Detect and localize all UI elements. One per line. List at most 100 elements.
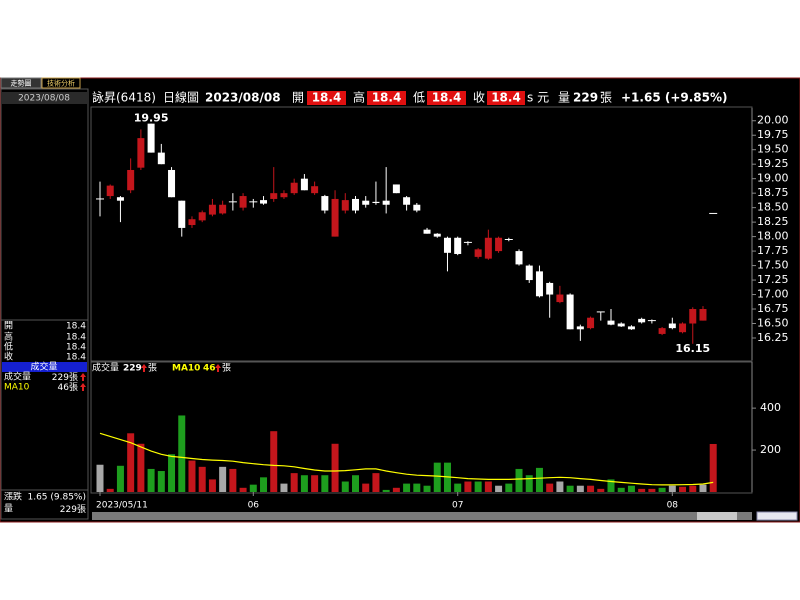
unit: 張 <box>69 382 78 393</box>
candle-body <box>260 200 268 204</box>
volume-bar <box>239 487 247 492</box>
volume-bar <box>668 485 676 492</box>
volume-bar <box>576 485 584 492</box>
volume-bar <box>658 487 666 492</box>
y-tick-label: 16.75 <box>757 302 789 315</box>
side-value: 229張 <box>52 372 78 383</box>
volume-bar <box>515 468 523 492</box>
side-value: 1.65 (9.85%) <box>27 493 86 503</box>
side-value: 46張 <box>58 382 78 393</box>
scrollbar[interactable] <box>92 512 752 520</box>
candle-body <box>311 186 319 194</box>
volume-bar <box>464 481 472 492</box>
side-value: 229 <box>52 373 69 383</box>
y-tick-label: 200 <box>760 443 781 456</box>
side-value: 18.4 <box>66 322 86 332</box>
unit: 張 <box>69 372 78 383</box>
volume-bar <box>535 467 543 492</box>
candle-body <box>454 237 462 254</box>
volume-bar <box>311 475 319 492</box>
volume-bar <box>157 471 165 492</box>
candle-body <box>188 219 196 226</box>
side-label: 漲跌 <box>4 492 22 503</box>
up-arrow <box>141 364 147 372</box>
volume-bar <box>403 483 411 492</box>
volume-bar <box>352 475 359 492</box>
volume-bar <box>137 443 145 492</box>
candle-body <box>699 309 707 321</box>
side-panel <box>0 88 89 520</box>
volume-bar <box>198 466 206 492</box>
quote-box <box>307 91 346 105</box>
candle-body <box>535 271 543 297</box>
tab-label[interactable]: 走勢圖 <box>11 79 32 88</box>
change: +1.65 (+9.85%) <box>621 91 728 105</box>
candle-body <box>341 200 349 211</box>
candle-body <box>689 309 697 324</box>
side-label: 低 <box>4 341 13 353</box>
volume-bar <box>116 465 124 492</box>
x-tick-label: 07 <box>452 501 463 511</box>
window-bg <box>0 77 800 523</box>
y-tick-label: 17.75 <box>757 244 789 257</box>
y-tick-label: 16.25 <box>757 331 789 344</box>
y-tick-label: 19.75 <box>757 128 789 141</box>
volume-bar <box>300 475 308 492</box>
volume-bar <box>341 481 349 492</box>
side-label: MA10 <box>4 383 30 393</box>
scroll-thumb[interactable] <box>697 512 737 520</box>
candle-body <box>556 294 564 303</box>
volume-bar <box>566 485 574 492</box>
legend-label: MA10 <box>172 364 200 374</box>
quote-label: 高 <box>353 90 365 105</box>
volume-bar <box>474 481 482 492</box>
volume-bar <box>709 443 717 492</box>
side-label: 量 <box>4 504 13 515</box>
candle-body <box>423 229 431 234</box>
x-tick-label: 2023/05/11 <box>96 501 148 511</box>
candle-body <box>147 123 155 153</box>
unit: 張 <box>148 363 157 374</box>
toolbar[interactable] <box>756 511 798 521</box>
quote-label: 量 <box>558 91 570 105</box>
quote-box <box>487 91 525 105</box>
candle-body <box>546 282 554 295</box>
candle-body <box>443 237 451 253</box>
volume-bar <box>270 431 278 492</box>
quote-label: 低 <box>413 91 425 105</box>
volume-bar <box>505 483 513 492</box>
tab[interactable] <box>41 77 81 89</box>
unit: 張 <box>222 363 231 374</box>
candle-body <box>679 323 687 333</box>
ma-line <box>99 432 714 486</box>
volume-bar <box>260 477 268 492</box>
y-tick-label: 19.25 <box>757 157 789 170</box>
y-tick-label: 18.50 <box>757 201 789 214</box>
volume-bar <box>607 479 615 492</box>
candle-body <box>668 323 676 329</box>
volume-bar <box>689 485 697 492</box>
y-tick-label: 18.00 <box>757 230 789 243</box>
up-arrow <box>80 373 86 381</box>
volume-bar <box>372 473 380 492</box>
tab[interactable] <box>0 77 42 89</box>
quote-value: 18.4 <box>312 91 342 105</box>
volume-bar <box>433 462 441 492</box>
side-date: 2023/08/08 <box>18 94 70 104</box>
volume-bar <box>208 479 216 492</box>
volume-head-bg <box>2 362 87 372</box>
volume-bar <box>178 415 186 492</box>
side-value: 229張 <box>60 504 86 515</box>
tab-label[interactable]: 技術分析 <box>47 79 75 88</box>
volume-bar <box>648 488 656 492</box>
volume-bar <box>280 483 288 492</box>
volume-bar <box>96 464 104 492</box>
legend-value: 46 <box>203 364 216 374</box>
volume-bar <box>362 483 370 492</box>
candle-body <box>576 326 584 330</box>
candle-body <box>372 201 380 204</box>
side-value: 18.4 <box>66 343 86 353</box>
side-label: 收 <box>4 351 13 363</box>
volume-bar <box>106 488 114 492</box>
candle-body <box>495 237 503 252</box>
